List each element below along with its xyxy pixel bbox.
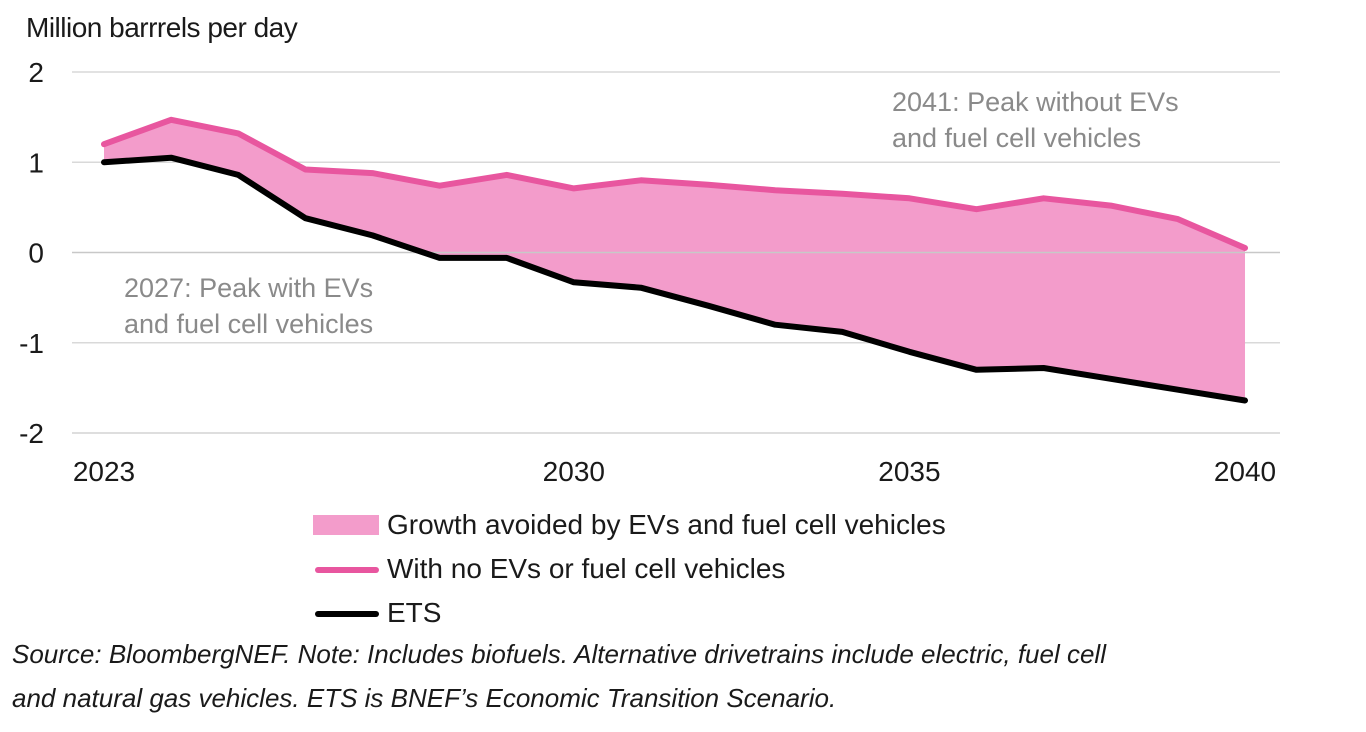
x-tick-label: 2030 xyxy=(543,456,605,487)
x-tick-label: 2040 xyxy=(1214,456,1276,487)
legend-swatch-line xyxy=(315,611,379,617)
source-line: Source: BloombergNEF. Note: Includes bio… xyxy=(12,639,1106,669)
x-tick-label: 2035 xyxy=(878,456,940,487)
legend: Growth avoided by EVs and fuel cell vehi… xyxy=(313,506,1073,638)
y-tick-label: 0 xyxy=(28,238,44,269)
series-line-no-evs xyxy=(101,116,1248,251)
legend-label: With no EVs or fuel cell vehicles xyxy=(387,553,786,584)
annotation-line: and fuel cell vehicles xyxy=(124,309,374,339)
chart-plot: 2 1 0 -1 -2 2023 2030 2035 2040 xyxy=(19,57,1280,487)
legend-item-no-evs: With no EVs or fuel cell vehicles xyxy=(313,550,1073,594)
annotation-line: 2027: Peak with EVs xyxy=(124,273,374,303)
legend-swatch-area xyxy=(313,515,379,535)
annotation-peak-without-evs: 2041: Peak without EVs and fuel cell veh… xyxy=(892,84,1272,156)
legend-item-ets: ETS xyxy=(313,594,1073,638)
legend-label: ETS xyxy=(387,597,442,628)
y-tick-label: 2 xyxy=(28,57,44,88)
legend-swatch-line xyxy=(315,567,379,573)
series-line-ets xyxy=(101,154,1248,404)
area-growth-avoided xyxy=(104,119,1245,401)
x-tick-label: 2023 xyxy=(73,456,135,487)
legend-item-growth-avoided: Growth avoided by EVs and fuel cell vehi… xyxy=(313,506,1073,550)
source-line: and natural gas vehicles. ETS is BNEF’s … xyxy=(12,683,837,713)
source-note: Source: BloombergNEF. Note: Includes bio… xyxy=(12,632,1362,720)
y-axis-label: Million barrrels per day xyxy=(26,12,298,43)
y-tick-label: -2 xyxy=(19,418,44,449)
y-tick-label: 1 xyxy=(28,147,44,178)
legend-label: Growth avoided by EVs and fuel cell vehi… xyxy=(387,509,946,540)
annotation-line: and fuel cell vehicles xyxy=(892,123,1142,153)
y-tick-label: -1 xyxy=(19,328,44,359)
annotation-line: 2041: Peak without EVs xyxy=(892,87,1179,117)
annotation-peak-with-evs: 2027: Peak with EVs and fuel cell vehicl… xyxy=(124,270,444,342)
